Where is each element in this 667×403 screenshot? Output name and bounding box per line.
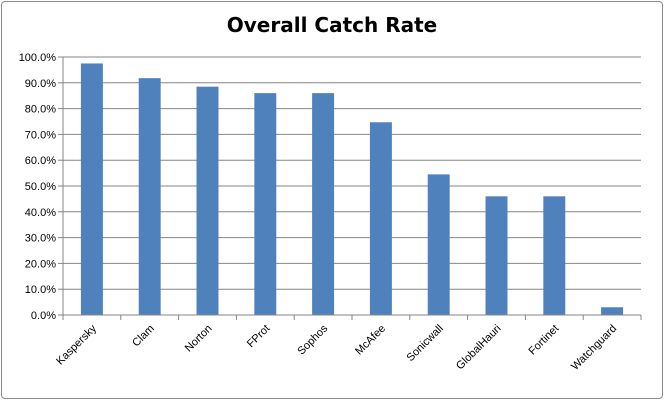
x-tick-label: Sonicwall	[404, 323, 445, 364]
y-tick-label: 20.0%	[25, 258, 56, 270]
x-tick-label: Watchguard	[569, 323, 619, 373]
x-tick-label: Kaspersky	[54, 322, 99, 367]
y-tick-labels: 0.0% 10.0% 20.0% 30.0% 40.0% 50.0% 60.0% 70.0% 8…	[19, 52, 57, 322]
y-tick-label: 90.0%	[25, 78, 56, 90]
y-tick-label: 80.0%	[25, 104, 56, 116]
x-tick-label: Sophos	[295, 322, 330, 357]
bar-sophos	[312, 93, 335, 316]
x-tick-label: Clam	[130, 323, 157, 350]
bar-sonicwall	[427, 174, 450, 315]
x-tick-labels: Kaspersky Clam Norton FProt Sophos McAfee Soni…	[54, 322, 619, 372]
bar-norton	[196, 86, 219, 315]
y-tick-label: 30.0%	[25, 233, 56, 245]
bar-fprot	[254, 93, 277, 316]
y-tick-label: 70.0%	[25, 129, 56, 141]
bar-globalhauri	[485, 196, 508, 315]
bar-kaspersky	[80, 63, 103, 316]
bar-watchguard	[601, 307, 624, 315]
x-tick-label: Fortinet	[527, 323, 562, 358]
x-tick-label: Norton	[183, 323, 215, 355]
y-tick-label: 40.0%	[25, 207, 56, 219]
y-tick-label: 0.0%	[31, 310, 56, 322]
y-tick-label: 50.0%	[25, 181, 56, 193]
x-tick-label: McAfee	[353, 323, 388, 358]
y-tick-label: 10.0%	[25, 284, 56, 296]
chart-title: Overall Catch Rate	[226, 13, 438, 37]
bar-mcafee	[369, 122, 392, 315]
bar-fortinet	[543, 196, 566, 315]
y-tick-label: 60.0%	[25, 155, 56, 167]
axes	[62, 57, 641, 316]
x-tick-label: FProt	[245, 323, 273, 351]
bar-clam	[138, 78, 161, 315]
x-tick-label: GlobalHauri	[454, 323, 504, 373]
y-tick-label: 100.0%	[19, 52, 57, 64]
bars	[62, 63, 642, 320]
